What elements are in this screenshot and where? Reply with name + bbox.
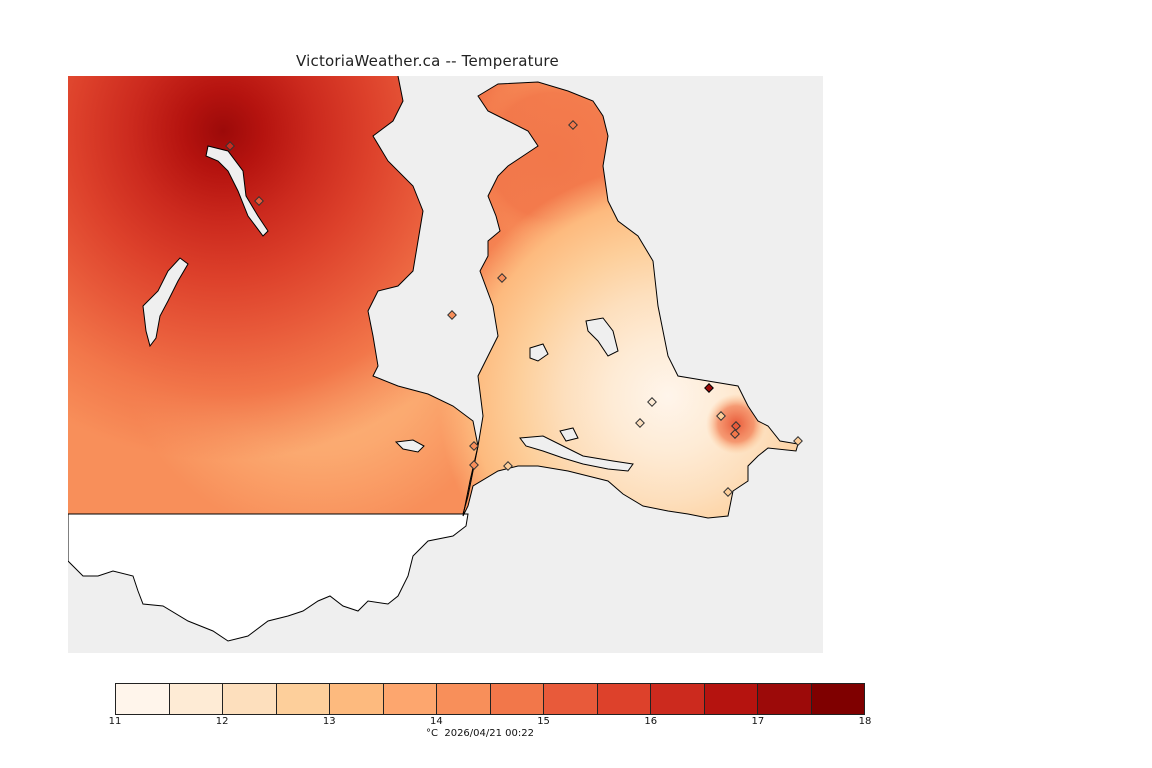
scale-tick-label: 17	[751, 716, 765, 727]
map-title: VictoriaWeather.ca -- Temperature	[296, 52, 559, 70]
scale-tick-label: 13	[322, 716, 336, 727]
temperature-map	[68, 76, 823, 653]
land-no-data	[68, 513, 469, 642]
scale-swatch	[169, 684, 223, 714]
scale-tick-label: 18	[858, 716, 872, 727]
color-scale	[115, 683, 865, 715]
scale-tick-label: 15	[537, 716, 550, 727]
scale-swatch	[597, 684, 651, 714]
scale-tick-label: 14	[430, 716, 443, 727]
scale-swatch	[704, 684, 758, 714]
scale-swatch	[437, 684, 491, 714]
scale-tick-label: 16	[644, 716, 658, 727]
scale-swatch	[383, 684, 437, 714]
scale-swatch	[758, 684, 812, 714]
coastlines	[142, 76, 799, 519]
scale-swatch	[811, 684, 864, 714]
scale-swatch	[116, 684, 170, 714]
scale-tick-label: 11	[108, 716, 122, 727]
map-canvas	[68, 76, 803, 642]
scale-unit: °C	[426, 728, 438, 739]
scale-caption: °C 2026/04/21 00:22	[426, 728, 534, 739]
scale-swatch	[223, 684, 277, 714]
scale-swatch	[544, 684, 598, 714]
station-markers	[225, 120, 803, 497]
scale-swatch	[490, 684, 544, 714]
scale-tick-label: 12	[215, 716, 229, 727]
scale-swatch	[276, 684, 330, 714]
timestamp: 2026/04/21 00:22	[444, 728, 534, 739]
scale-swatch	[330, 684, 384, 714]
scale-ticks: 11 12 13 14 15 16 17 18	[109, 716, 872, 730]
scale-swatch	[651, 684, 705, 714]
